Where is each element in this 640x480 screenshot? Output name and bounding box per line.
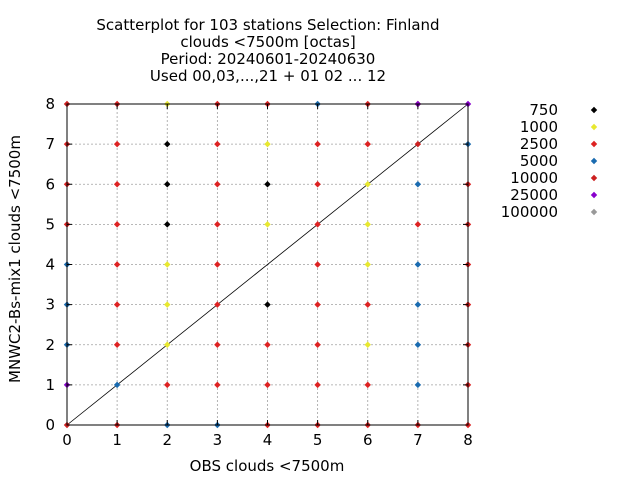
data-point-2500: [314, 261, 321, 268]
data-point-2500: [264, 381, 271, 389]
data-point-1000: [364, 221, 371, 228]
data-point-10000: [414, 140, 422, 148]
data-point-750: [164, 140, 171, 148]
data-point-2500: [314, 341, 321, 348]
x-tick-label: 5: [313, 431, 323, 449]
data-point-5000: [414, 381, 422, 389]
chart-title: Scatterplot for 103 stations Selection: …: [96, 16, 439, 85]
legend-marker: [590, 208, 598, 216]
legend-label: 2500: [520, 135, 558, 153]
legend-label: 750: [529, 101, 558, 119]
data-point-5000: [414, 181, 422, 188]
y-tick-label: 2: [45, 336, 55, 354]
data-point-750: [264, 301, 271, 308]
legend-label: 10000: [510, 169, 558, 187]
data-point-2500: [214, 140, 221, 148]
title-line-3: Period: 20240601-20240630: [161, 50, 376, 68]
x-tick-label: 3: [213, 431, 223, 449]
data-point-1000: [164, 301, 171, 308]
y-tick-label: 7: [45, 135, 55, 153]
x-tick-label: 0: [62, 431, 72, 449]
legend-marker: [590, 140, 598, 148]
data-point-2500: [414, 221, 422, 228]
y-tick-label: 4: [45, 256, 55, 274]
x-tick-label: 7: [413, 431, 423, 449]
data-point-1000: [164, 261, 171, 268]
one-to-one-line: [66, 103, 469, 426]
x-axis-ticks: 0 1 2 3 4 5 6 7 8: [62, 104, 473, 449]
data-point-1000: [364, 261, 371, 268]
data-point-2500: [314, 221, 321, 228]
data-point-2500: [214, 261, 221, 268]
data-point-2500: [113, 140, 121, 148]
title-line-2: clouds <7500m [octas]: [180, 33, 355, 51]
x-tick-label: 1: [112, 431, 122, 449]
data-point-5000: [414, 301, 422, 308]
data-point-1000: [264, 140, 271, 148]
y-tick-label: 6: [45, 175, 55, 193]
data-point-2500: [364, 301, 371, 308]
data-point-2500: [314, 181, 321, 188]
x-axis-label: OBS clouds <7500m: [190, 457, 345, 475]
legend-label: 5000: [520, 152, 558, 170]
data-point-750: [164, 181, 171, 188]
data-point-1000: [364, 181, 371, 188]
x-tick-label: 4: [263, 431, 273, 449]
data-point-750: [264, 181, 271, 188]
data-point-750: [164, 221, 171, 228]
data-point-5000: [414, 261, 422, 268]
data-point-2500: [214, 301, 221, 308]
y-axis-ticks: 0 1 2 3 4 5 6 7 8: [45, 95, 468, 434]
data-point-2500: [113, 221, 121, 228]
data-point-2500: [113, 301, 121, 308]
title-line-4: Used 00,03,...,21 + 01 02 ... 12: [150, 67, 386, 85]
x-tick-label: 8: [463, 431, 473, 449]
y-tick-label: 0: [45, 416, 55, 434]
data-point-2500: [113, 181, 121, 188]
data-point-2500: [364, 381, 371, 389]
legend-marker: [590, 123, 598, 131]
data-point-2500: [113, 261, 121, 268]
data-point-2500: [214, 221, 221, 228]
data-point-1000: [364, 341, 371, 348]
data-point-2500: [214, 181, 221, 188]
data-point-5000: [414, 341, 422, 348]
data-point-1000: [264, 221, 271, 228]
data-point-1000: [164, 341, 171, 348]
data-point-2500: [314, 301, 321, 308]
legend-marker: [590, 191, 598, 199]
legend-marker: [590, 174, 598, 182]
data-point-2500: [264, 341, 271, 348]
y-tick-label: 1: [45, 376, 55, 394]
data-point-2500: [314, 381, 321, 389]
y-tick-label: 8: [45, 95, 55, 113]
legend-marker: [590, 106, 598, 114]
title-line-1: Scatterplot for 103 stations Selection: …: [96, 16, 439, 34]
x-tick-label: 2: [162, 431, 172, 449]
legend-label: 100000: [501, 203, 558, 221]
y-tick-label: 3: [45, 296, 55, 314]
data-point-2500: [113, 341, 121, 348]
data-point-5000: [113, 381, 121, 389]
legend-label: 1000: [520, 118, 558, 136]
legend-label: 25000: [510, 186, 558, 204]
x-tick-label: 6: [363, 431, 373, 449]
y-tick-label: 5: [45, 215, 55, 233]
data-point-2500: [364, 140, 371, 148]
y-axis-label: MNWC2-Bs-mix1 clouds <7500m: [6, 135, 24, 383]
data-point-2500: [214, 381, 221, 389]
legend-marker: [590, 157, 598, 165]
data-point-2500: [214, 341, 221, 348]
data-point-2500: [314, 140, 321, 148]
data-point-2500: [164, 381, 171, 389]
